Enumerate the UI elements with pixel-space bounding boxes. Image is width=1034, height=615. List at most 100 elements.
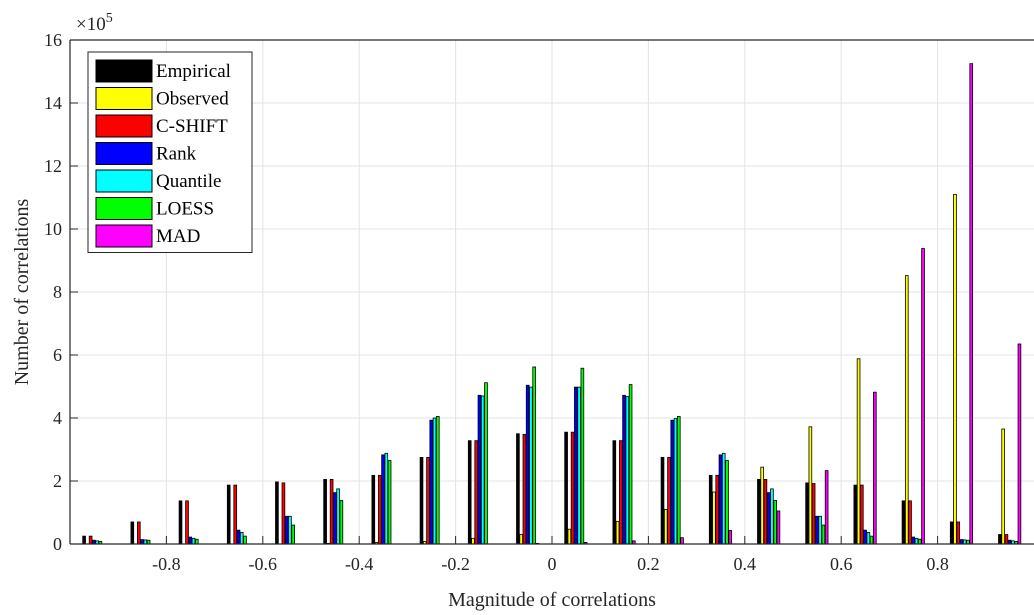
- x-tick-label: 0.2: [637, 554, 660, 574]
- bar-rank: [429, 419, 434, 545]
- bar-observed: [615, 520, 620, 545]
- legend-swatch: [95, 87, 153, 110]
- tick-labels: 0 2 4 6 8 10 12 14 16 -0.8 -0.6 -0.4 -0.2 0 0.2 0.4 0.6 0…: [44, 30, 949, 574]
- legend-swatch: [95, 224, 153, 248]
- y-multiplier-base: ×10: [76, 14, 106, 35]
- bar-mad: [680, 537, 684, 545]
- bar-observed: [1001, 428, 1005, 545]
- bar-empirical: [564, 431, 568, 545]
- y-tick-label: 8: [53, 282, 62, 302]
- bar-empirical: [275, 481, 279, 545]
- legend-swatch: [95, 197, 153, 220]
- y-tick-label: 2: [53, 471, 62, 491]
- bar-rank: [381, 454, 385, 545]
- bar-loess: [339, 500, 344, 545]
- bar-loess: [580, 367, 585, 545]
- bar-quantile: [914, 537, 919, 545]
- legend-swatch: [95, 142, 153, 165]
- bar-c-shift: [1004, 534, 1009, 545]
- bar-rank: [525, 384, 530, 545]
- bar-rank: [863, 529, 867, 545]
- bar-empirical: [130, 521, 135, 545]
- bar-quantile: [288, 515, 292, 545]
- bar-c-shift: [378, 474, 382, 545]
- y-axis-label: Number of correlations: [11, 198, 33, 385]
- bar-quantile: [577, 386, 581, 545]
- bar-rank: [188, 536, 193, 545]
- legend-label: C-SHIFT: [156, 116, 228, 137]
- bar-observed: [567, 528, 572, 545]
- bar-observed: [953, 193, 957, 545]
- legend: Empirical Observed C-SHIFT Rank Quantile LOES…: [87, 51, 253, 253]
- y-tick-label: 14: [44, 93, 62, 113]
- bar-c-shift: [956, 521, 961, 545]
- bar-mad: [824, 470, 829, 545]
- y-tick-label: 16: [44, 30, 62, 50]
- bar-c-shift: [570, 431, 575, 545]
- bar-c-shift: [667, 456, 671, 545]
- bar-rank: [911, 536, 916, 545]
- legend-swatch: [95, 59, 153, 83]
- bar-loess: [387, 460, 392, 545]
- x-tick-label: -0.4: [345, 554, 374, 574]
- bar-quantile: [866, 531, 871, 545]
- x-tick-label: 0.4: [734, 554, 757, 574]
- bar-quantile: [239, 531, 244, 545]
- bar-observed: [760, 466, 764, 545]
- bar-rank: [333, 492, 337, 545]
- bar-mad: [1017, 343, 1022, 545]
- bar-quantile: [336, 488, 340, 545]
- bar-empirical: [998, 534, 1002, 545]
- bar-quantile: [191, 537, 196, 545]
- bar-observed: [856, 358, 861, 545]
- bar-empirical: [708, 474, 713, 545]
- legend-label: Empirical: [156, 61, 231, 82]
- bar-empirical: [226, 484, 231, 545]
- bar-empirical: [516, 433, 520, 545]
- bar-loess: [532, 366, 536, 545]
- bar-quantile: [673, 418, 678, 545]
- legend-label: Rank: [156, 144, 197, 165]
- bar-c-shift: [619, 440, 623, 545]
- bar-empirical: [178, 500, 183, 545]
- bar-quantile: [625, 396, 630, 545]
- y-multiplier-exponent: 5: [106, 11, 113, 26]
- bar-observed: [519, 534, 523, 545]
- bar-c-shift: [426, 456, 430, 545]
- bar-empirical: [612, 440, 617, 545]
- bar-observed: [712, 491, 716, 545]
- y-tick-label: 12: [44, 156, 62, 176]
- bar-empirical: [901, 500, 906, 545]
- bar-rank: [284, 515, 289, 545]
- bar-c-shift: [908, 500, 912, 545]
- bar-mad: [776, 510, 781, 545]
- bar-quantile: [384, 452, 389, 545]
- bar-loess: [773, 500, 777, 545]
- bar-empirical: [467, 440, 472, 545]
- bar-loess: [291, 524, 295, 545]
- bar-empirical: [757, 479, 761, 545]
- bar-rank: [718, 454, 723, 545]
- bar-c-shift: [233, 484, 238, 545]
- x-tick-label: 0: [548, 554, 557, 574]
- bar-rank: [140, 539, 144, 545]
- bar-rank: [477, 394, 482, 545]
- x-tick-label: -0.6: [249, 554, 278, 574]
- x-tick-label: 0.8: [926, 554, 949, 574]
- bar-mad: [728, 530, 733, 545]
- bar-loess: [435, 416, 440, 545]
- legend-label: MAD: [156, 226, 200, 247]
- bar-rank: [622, 394, 626, 545]
- bar-loess: [725, 460, 729, 545]
- bar-quantile: [721, 452, 726, 545]
- x-axis-label: Magnitude of correlations: [448, 589, 656, 611]
- bar-c-shift: [88, 535, 93, 545]
- axes-group: [69, 39, 1034, 545]
- bar-loess: [628, 384, 633, 545]
- bar-rank: [670, 419, 675, 545]
- bar-loess: [821, 524, 826, 545]
- bar-c-shift: [715, 474, 720, 545]
- bar-observed: [904, 275, 909, 545]
- bar-rank: [236, 529, 241, 545]
